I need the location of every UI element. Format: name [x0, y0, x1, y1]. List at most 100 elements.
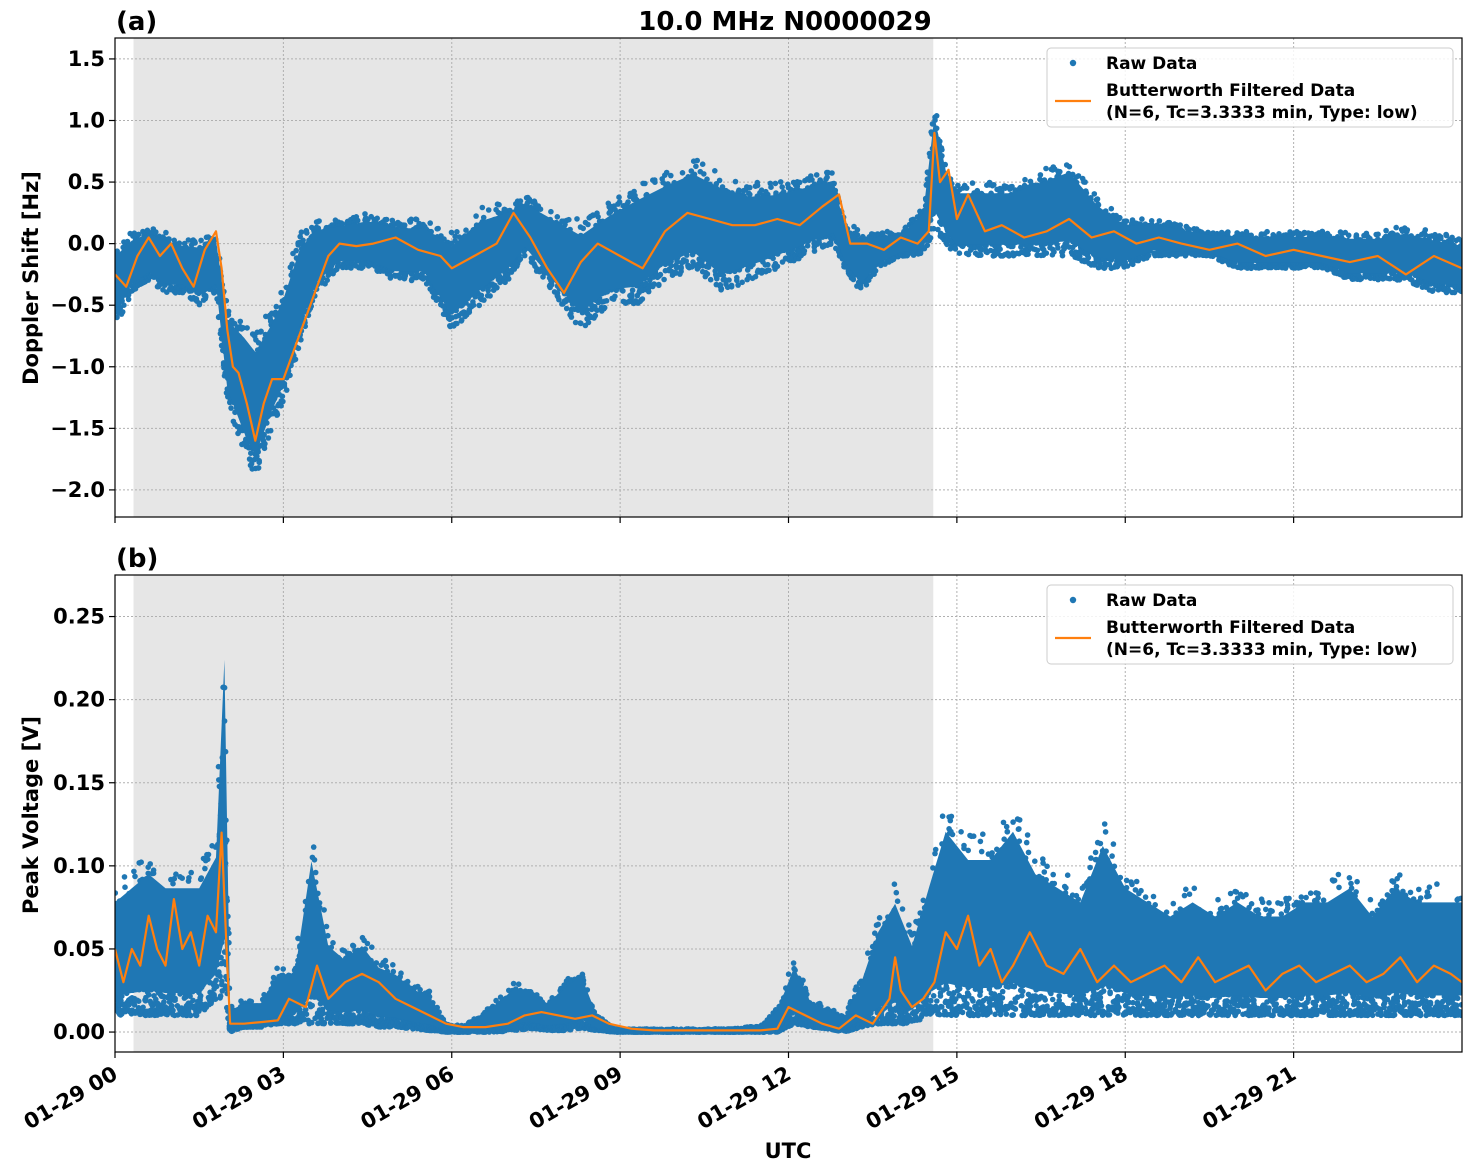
raw-data-point [278, 289, 284, 296]
raw-data-point [639, 296, 646, 302]
raw-data-point [121, 302, 127, 309]
raw-data-point [387, 275, 394, 281]
raw-data-point [739, 279, 745, 286]
raw-data-point [726, 277, 732, 283]
raw-data-point [694, 157, 700, 164]
raw-data-point [935, 226, 941, 233]
raw-data-point [265, 435, 272, 441]
raw-data-point [125, 296, 132, 303]
raw-data-point [478, 292, 485, 299]
raw-data-point [963, 185, 970, 191]
raw-data-point [642, 180, 648, 187]
raw-data-point [289, 261, 295, 268]
raw-data-point [279, 393, 286, 400]
raw-data-point [779, 184, 785, 190]
raw-data-point [246, 456, 253, 462]
raw-data-point [408, 216, 415, 223]
raw-data-point [568, 314, 575, 320]
raw-data-point [652, 179, 658, 185]
raw-data-point [616, 199, 623, 205]
raw-data-point [668, 172, 674, 179]
raw-data-point [765, 261, 771, 268]
raw-data-point [517, 256, 524, 262]
raw-data-point [796, 179, 803, 186]
raw-data-point [829, 170, 835, 176]
raw-data-point [258, 328, 264, 335]
raw-data-point [592, 312, 599, 319]
raw-data-point [712, 168, 718, 174]
raw-data-point [736, 187, 742, 193]
raw-data-point [863, 282, 870, 288]
raw-data-point [917, 250, 924, 257]
raw-data-point [502, 279, 508, 286]
raw-data-point [927, 235, 934, 241]
raw-data-point [255, 465, 262, 471]
raw-data-point [628, 291, 635, 298]
panel-a: (a) Doppler Shift [Hz] −2.0−1.5−1.0−0.50… [19, 7, 1463, 523]
raw-data-point [124, 238, 131, 245]
raw-data-point [735, 282, 741, 288]
raw-data-point [956, 250, 963, 256]
raw-data-point [732, 178, 739, 185]
raw-data-point [473, 213, 479, 219]
raw-data-point [374, 215, 381, 222]
raw-data-point [153, 229, 159, 235]
raw-data-point [225, 308, 232, 315]
raw-data-point [574, 216, 580, 222]
raw-data-point [699, 161, 706, 167]
raw-data-point [752, 273, 759, 280]
raw-data-point [933, 113, 940, 119]
raw-data-point [965, 251, 972, 258]
raw-data-point [248, 461, 255, 467]
raw-data-point [421, 275, 428, 281]
raw-data-point [413, 216, 420, 223]
raw-data-point [476, 302, 483, 309]
raw-data-point [661, 276, 667, 283]
raw-data-point [672, 270, 679, 276]
raw-data-point [824, 174, 830, 180]
raw-data-point [248, 450, 254, 457]
raw-data-point [115, 314, 120, 321]
raw-data-point [651, 281, 657, 287]
raw-data-point [115, 248, 120, 254]
raw-data-point [668, 262, 674, 269]
raw-data-point [487, 293, 493, 299]
raw-data-point [777, 179, 784, 185]
raw-data-point [663, 169, 670, 176]
raw-data-point [924, 242, 931, 249]
raw-data-point [620, 288, 626, 294]
raw-data-point [202, 294, 209, 300]
raw-data-point [537, 206, 544, 212]
raw-data-point [452, 233, 458, 240]
raw-data-point [228, 405, 234, 411]
raw-data-point [674, 259, 680, 265]
raw-data-point [295, 345, 302, 352]
raw-data-point [595, 214, 601, 220]
raw-data-point [813, 172, 820, 178]
raw-data-point [594, 307, 600, 314]
raw-data-point [163, 229, 169, 236]
raw-data-point [747, 191, 753, 198]
raw-data-point [969, 180, 976, 186]
raw-data-point [354, 217, 361, 224]
raw-data-point [185, 237, 192, 243]
raw-data-point [758, 187, 765, 193]
raw-data-point [556, 296, 562, 303]
raw-data-point [827, 241, 834, 247]
raw-data-point [854, 227, 861, 233]
raw-data-point [166, 236, 172, 242]
raw-data-point [304, 230, 310, 236]
raw-data-point [262, 440, 268, 447]
raw-data-point [401, 222, 408, 228]
raw-data-point [585, 221, 591, 228]
raw-data-point [850, 276, 857, 283]
raw-data-point [787, 186, 794, 193]
raw-data-point [427, 220, 434, 226]
raw-data-point [930, 225, 937, 232]
raw-data-point [119, 309, 126, 315]
raw-data-point [944, 241, 950, 248]
figure-title: 10.0 MHz N0000029 [638, 7, 931, 37]
raw-data-point [240, 325, 246, 331]
raw-data-point [811, 248, 818, 254]
